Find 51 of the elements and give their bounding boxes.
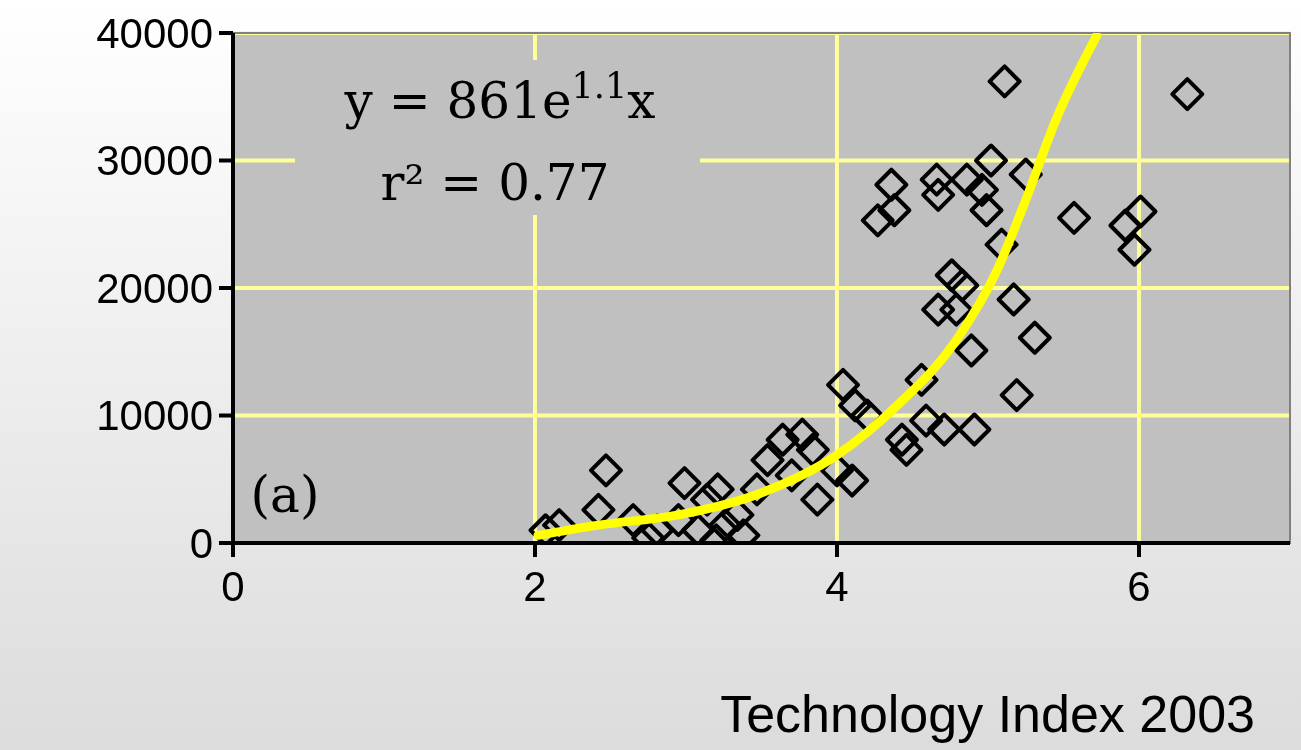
y-tick-label: 40000 xyxy=(96,9,213,57)
point xyxy=(838,388,873,423)
point xyxy=(957,412,992,447)
point xyxy=(835,463,870,498)
x-tick-label: 4 xyxy=(825,563,849,610)
y-tick-label: 30000 xyxy=(96,137,213,185)
point xyxy=(750,443,785,478)
point xyxy=(999,378,1034,413)
y-tick-label: 20000 xyxy=(96,264,213,312)
x-tick-label: 6 xyxy=(1127,563,1151,610)
point xyxy=(964,172,999,207)
x-axis-title: Technology Index 2003 xyxy=(720,685,1255,743)
point xyxy=(945,268,980,303)
point xyxy=(1057,200,1092,235)
point xyxy=(785,417,820,452)
point xyxy=(1108,208,1143,243)
point xyxy=(919,162,954,197)
point xyxy=(588,453,623,488)
point xyxy=(1017,320,1052,355)
point xyxy=(996,282,1031,317)
point xyxy=(889,432,924,467)
point xyxy=(1123,194,1158,229)
annotation: y = 861e$^{1.1}$x xyxy=(343,66,656,130)
point xyxy=(927,412,962,447)
y-tick-label: 10000 xyxy=(96,392,213,440)
point xyxy=(1170,77,1205,112)
annotation: r² = 0.77 xyxy=(380,154,610,212)
point xyxy=(949,162,984,197)
point xyxy=(667,466,702,501)
point xyxy=(909,403,944,438)
point xyxy=(884,422,919,457)
point xyxy=(765,422,800,457)
point xyxy=(874,167,909,202)
point xyxy=(934,258,969,293)
point xyxy=(921,177,956,212)
point xyxy=(969,193,1004,228)
point xyxy=(795,432,830,467)
x-tick-label: 0 xyxy=(221,563,245,610)
y-tick-label: 0 xyxy=(189,519,213,567)
point xyxy=(860,203,895,238)
point xyxy=(954,333,989,368)
point xyxy=(800,482,835,517)
point xyxy=(1117,232,1152,267)
point xyxy=(826,367,861,402)
point xyxy=(974,143,1009,178)
point xyxy=(939,292,974,327)
point xyxy=(877,193,912,228)
point xyxy=(921,292,956,327)
x-tick-label: 2 xyxy=(523,563,547,610)
annotation: (a) xyxy=(250,466,320,524)
point xyxy=(987,64,1022,99)
